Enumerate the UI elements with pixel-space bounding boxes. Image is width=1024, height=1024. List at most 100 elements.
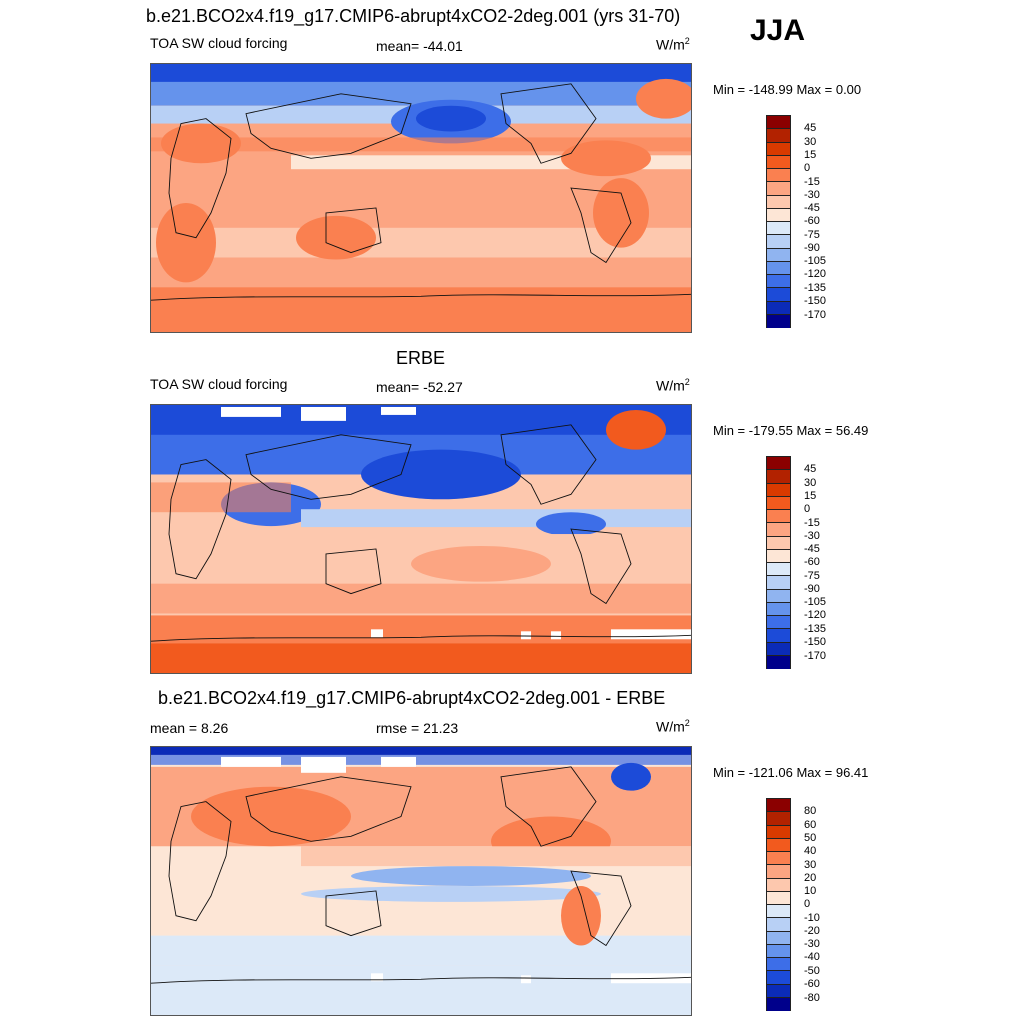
colorbar-swatch: [767, 971, 790, 985]
colorbar-swatch: [767, 142, 790, 156]
panel3-mean-label: mean = 8.26: [150, 720, 229, 736]
panel3-colorbar-tick: -20: [804, 925, 820, 937]
colorbar-swatch: [767, 496, 790, 510]
colorbar-swatch: [767, 589, 790, 603]
panel3-minmax: Min = -121.06 Max = 96.41: [713, 765, 869, 780]
panel1-colorbar-tick: -45: [804, 202, 820, 214]
colorbar-swatch: [767, 549, 790, 563]
panel2-colorbar: [766, 456, 791, 669]
panel3-colorbar-tick: 50: [804, 832, 817, 844]
colorbar-swatch: [767, 984, 790, 998]
colorbar-swatch: [767, 812, 790, 826]
colorbar-swatch: [767, 155, 790, 169]
panel3-colorbar-tick: 40: [804, 845, 817, 857]
colorbar-swatch: [767, 931, 790, 945]
panel2-colorbar-tick: -15: [804, 517, 820, 529]
panel1-colorbar-tick: -90: [804, 242, 820, 254]
panel3-colorbar-tick: 80: [804, 805, 817, 817]
panel1-colorbar-tick: 45: [804, 122, 817, 134]
colorbar-swatch: [767, 301, 790, 315]
panel2-variable-label: TOA SW cloud forcing: [150, 376, 288, 392]
colorbar-swatch: [767, 918, 790, 932]
colorbar-swatch: [767, 825, 790, 839]
panel2-colorbar-tick: 45: [804, 463, 817, 475]
colorbar-swatch: [767, 470, 790, 484]
colorbar-swatch: [767, 169, 790, 183]
colorbar-swatch: [767, 997, 790, 1011]
panel1-colorbar-tick: 15: [804, 149, 817, 161]
panel2-map: [150, 404, 692, 674]
colorbar-swatch: [767, 852, 790, 866]
panel3-colorbar-tick: 60: [804, 819, 817, 831]
colorbar-swatch: [767, 576, 790, 590]
panel1-colorbar-tick: 0: [804, 162, 811, 174]
panel2-colorbar-tick: 15: [804, 490, 817, 502]
colorbar-swatch: [767, 891, 790, 905]
colorbar-swatch: [767, 838, 790, 852]
panel3-map: [150, 746, 692, 1016]
panel2-colorbar-tick: -45: [804, 543, 820, 555]
colorbar-swatch: [767, 208, 790, 222]
colorbar-swatch: [767, 536, 790, 550]
panel1-colorbar-tick: -60: [804, 215, 820, 227]
panel3-colorbar-tick: -40: [804, 951, 820, 963]
colorbar-swatch: [767, 314, 790, 328]
colorbar-swatch: [767, 182, 790, 196]
panel2-colorbar-tick: 30: [804, 477, 817, 489]
colorbar-swatch: [767, 602, 790, 616]
colorbar-swatch: [767, 457, 790, 471]
colorbar-swatch: [767, 616, 790, 630]
panel3-units: W/m2: [656, 718, 690, 735]
panel1-colorbar-tick: -135: [804, 282, 827, 294]
panel2-units: W/m2: [656, 377, 690, 394]
panel3-colorbar-tick: -60: [804, 978, 820, 990]
panel3-colorbar-tick: 10: [804, 885, 817, 897]
panel2-colorbar-tick: -60: [804, 556, 820, 568]
season-label: JJA: [750, 14, 806, 47]
colorbar-swatch: [767, 222, 790, 236]
colorbar-swatch: [767, 195, 790, 209]
colorbar-swatch: [767, 510, 790, 524]
panel1-variable-label: TOA SW cloud forcing: [150, 35, 288, 51]
panel2-colorbar-tick: -90: [804, 583, 820, 595]
colorbar-swatch: [767, 483, 790, 497]
panel3-title: b.e21.BCO2x4.f19_g17.CMIP6-abrupt4xCO2-2…: [158, 688, 666, 708]
panel3-colorbar-tick: -30: [804, 938, 820, 950]
colorbar-swatch: [767, 563, 790, 577]
panel2-colorbar-tick: -75: [804, 570, 820, 582]
panel3-colorbar-tick: -10: [804, 912, 820, 924]
panel3-colorbar-tick: -50: [804, 965, 820, 977]
panel3-colorbar-tick: 20: [804, 872, 817, 884]
panel1-colorbar-tick: -170: [804, 309, 827, 321]
panel1-colorbar-tick: 30: [804, 136, 817, 148]
colorbar-swatch: [767, 865, 790, 879]
colorbar-swatch: [767, 275, 790, 289]
panel2-colorbar-tick: -170: [804, 650, 827, 662]
colorbar-swatch: [767, 655, 790, 669]
panel1-colorbar-tick: -15: [804, 176, 820, 188]
panel2-colorbar-tick: 0: [804, 503, 811, 515]
panel2-colorbar-tick: -135: [804, 623, 827, 635]
colorbar-swatch: [767, 629, 790, 643]
colorbar-swatch: [767, 642, 790, 656]
panel1-colorbar: [766, 115, 791, 328]
panel1-colorbar-tick: -105: [804, 255, 827, 267]
panel3-colorbar-tick: -80: [804, 992, 820, 1004]
colorbar-swatch: [767, 905, 790, 919]
panel2-colorbar-tick: -120: [804, 609, 827, 621]
panel1-colorbar-tick: -120: [804, 268, 827, 280]
panel2-colorbar-tick: -105: [804, 596, 827, 608]
colorbar-swatch: [767, 523, 790, 537]
panel1-units: W/m2: [656, 36, 690, 53]
panel2-mean-label: mean= -52.27: [376, 379, 463, 395]
panel1-map: [150, 63, 692, 333]
colorbar-swatch: [767, 261, 790, 275]
colorbar-swatch: [767, 235, 790, 249]
panel1-colorbar-tick: -150: [804, 295, 827, 307]
panel2-colorbar-tick: -150: [804, 636, 827, 648]
colorbar-swatch: [767, 248, 790, 262]
colorbar-swatch: [767, 878, 790, 892]
panel3-rmse-label: rmse = 21.23: [376, 720, 459, 736]
panel2-title: ERBE: [396, 348, 446, 368]
colorbar-swatch: [767, 958, 790, 972]
